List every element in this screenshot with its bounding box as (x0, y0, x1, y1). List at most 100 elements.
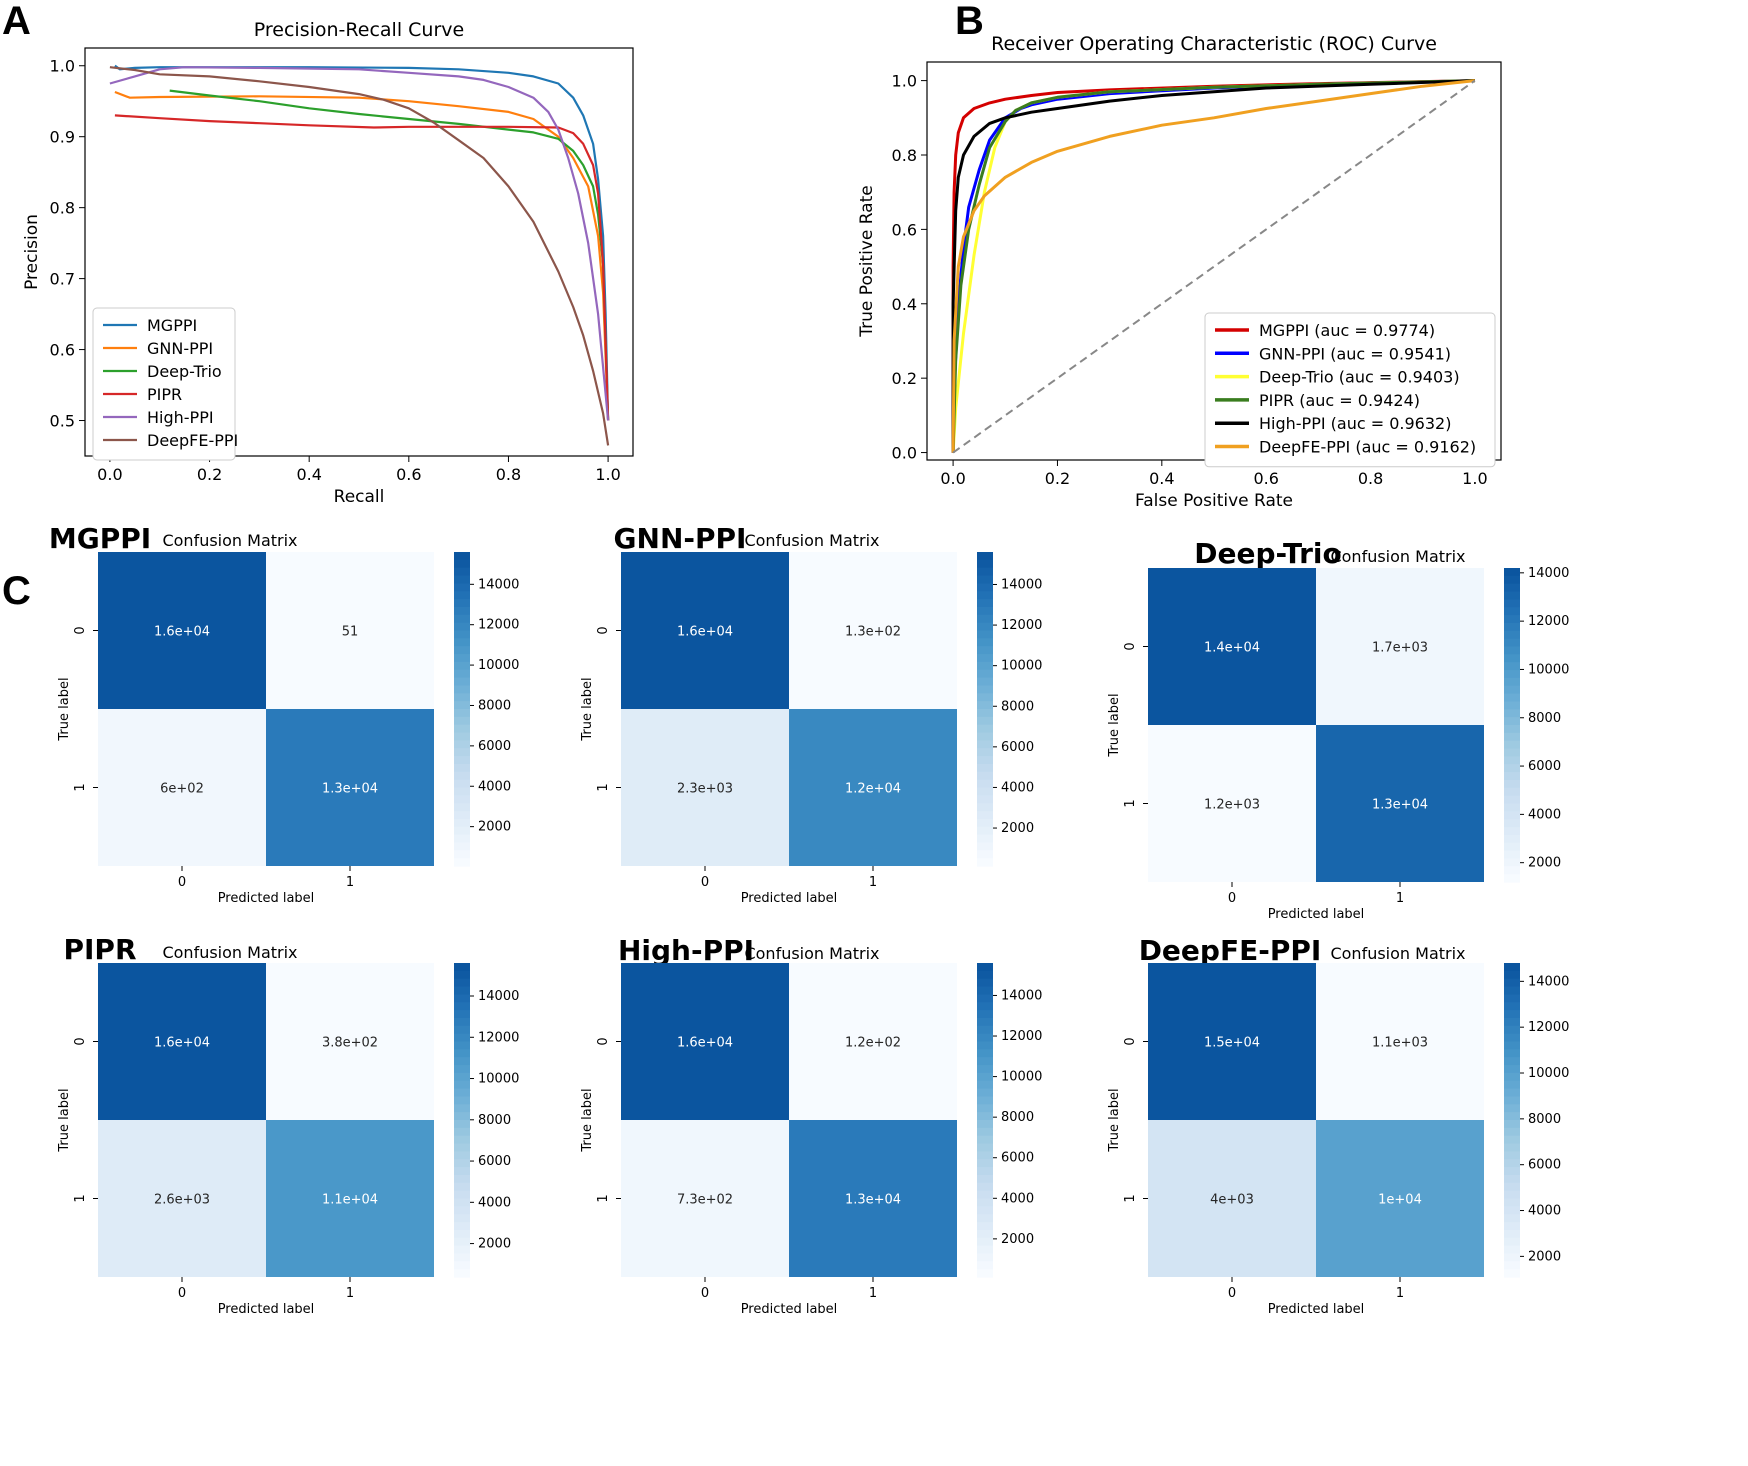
cell-value: 3.8e+02 (322, 1036, 378, 1051)
colorbar-segment (454, 1080, 470, 1090)
colorbar-segment (977, 1096, 993, 1105)
matrix-cell (266, 709, 434, 866)
legend-label: GNN-PPI (auc = 0.9541) (1259, 344, 1451, 363)
colorbar-segment (977, 1065, 993, 1074)
colorbar-segment (977, 850, 993, 859)
colorbar-segment (977, 842, 993, 851)
confusion-matrix-grid: MGPPI Confusion Matrix 1.6e+04 51 6e+02 1.3e+… (49, 522, 1570, 1317)
colorbar-tick-label: 8000 (1528, 711, 1561, 726)
legend-label: GNN-PPI (147, 339, 213, 358)
colorbar-segment (454, 1025, 470, 1035)
matrix-cell (789, 1120, 957, 1277)
colorbar-segment (1504, 591, 1520, 600)
y-tick-label: 0 (596, 626, 611, 634)
matrix-title: Confusion Matrix (744, 944, 879, 963)
colorbar-segment (977, 1072, 993, 1082)
colorbar-segment (454, 567, 470, 577)
x-tick-label: 0.4 (296, 465, 321, 484)
colorbar-tick-label: 8000 (1001, 1110, 1034, 1125)
colorbar-segment (1504, 1190, 1520, 1200)
colorbar-segment (454, 986, 470, 995)
colorbar-segment (454, 1127, 470, 1137)
colorbar-segment (977, 693, 993, 702)
colorbar-segment (977, 606, 993, 616)
colorbar-segment (977, 638, 993, 647)
roc-curve-chart: 0.0 0.2 0.4 0.6 0.8 1.0 0.0 0.2 0.4 0.6 0.8 1.0 Rece… (857, 33, 1502, 511)
colorbar-segment (454, 1206, 470, 1215)
colorbar-tick-label: 12000 (478, 618, 519, 633)
colorbar-segment (977, 1041, 993, 1050)
x-tick-label: 0 (1228, 891, 1236, 906)
colorbar-segment (454, 978, 470, 988)
colorbar-segment (977, 1190, 993, 1200)
legend-label: DeepFE-PPI (147, 431, 238, 450)
colorbar-segment (977, 763, 993, 773)
colorbar-segment (1504, 575, 1520, 585)
colorbar-segment (454, 1010, 470, 1019)
colorbar-segment (1504, 1174, 1520, 1184)
colorbar-segment (1504, 638, 1520, 648)
colorbar-segment (977, 1261, 993, 1270)
colorbar-tick-label: 4000 (478, 779, 511, 794)
y-axis-label: True label (1107, 1088, 1122, 1152)
colorbar-segment (1504, 1025, 1520, 1035)
colorbar-segment (454, 677, 470, 687)
x-tick-label: 0.8 (496, 465, 521, 484)
colorbar-segment (977, 811, 993, 820)
colorbar-segment (454, 850, 470, 859)
colorbar-segment (1504, 709, 1520, 718)
x-tick-label: 1 (346, 875, 354, 890)
matrix-cell (266, 963, 434, 1120)
colorbar-segment (1504, 1112, 1520, 1121)
x-tick-label: 0.0 (97, 465, 122, 484)
matrix-cell (1148, 1120, 1316, 1277)
legend-label: DeepFE-PPI (auc = 0.9162) (1259, 438, 1476, 457)
y-axis-label: True label (57, 1088, 72, 1152)
series-line (951, 79, 1475, 453)
colorbar-segment (977, 994, 993, 1003)
y-tick-label: 1 (1123, 799, 1138, 807)
colorbar-tick-label: 8000 (478, 1113, 511, 1128)
colorbar-segment (1504, 1065, 1520, 1074)
colorbar-segment (454, 1017, 470, 1027)
panel-letter-c: C (2, 569, 31, 613)
colorbar-segment (1504, 970, 1520, 980)
matrix-cell (98, 709, 266, 866)
colorbar-segment (454, 1072, 470, 1082)
x-tick-label: 0.8 (1358, 469, 1383, 488)
legend-label: MGPPI (auc = 0.9774) (1259, 321, 1435, 340)
series-line (109, 66, 610, 446)
confusion-matrix-mgppi: MGPPI Confusion Matrix 1.6e+04 51 6e+02 1.3e+… (49, 522, 520, 906)
colorbar-segment (454, 622, 470, 632)
colorbar-segment (1504, 819, 1520, 828)
colorbar-tick-label: 12000 (1528, 1020, 1569, 1035)
matrix-cell (266, 1120, 434, 1277)
colorbar-segment (977, 1010, 993, 1019)
confusion-matrix-deepfe-ppi: DeepFE-PPI Confusion Matrix 1.5e+04 1.1e+03… (1107, 934, 1569, 1317)
colorbar-segment (1504, 772, 1520, 781)
colorbar-segment (977, 716, 993, 726)
x-tick-label: 1.0 (595, 465, 620, 484)
colorbar-segment (1504, 1143, 1520, 1152)
colorbar-segment (454, 1269, 470, 1278)
colorbar-segment (454, 1151, 470, 1160)
colorbar-segment (454, 779, 470, 789)
colorbar-segment (977, 1245, 993, 1255)
legend-label: High-PPI (auc = 0.9632) (1259, 414, 1451, 433)
colorbar-tick-label: 12000 (1528, 614, 1569, 629)
x-tick-label: 1 (1396, 891, 1404, 906)
colorbar-segment (977, 818, 993, 828)
matrix-title: Confusion Matrix (162, 943, 297, 962)
colorbar-segment (977, 1253, 993, 1262)
colorbar-segment (977, 1120, 993, 1129)
colorbar-tick-label: 6000 (1528, 1158, 1561, 1173)
colorbar-tick-label: 4000 (1528, 1204, 1561, 1219)
colorbar-segment (1504, 963, 1520, 972)
colorbar-segment (454, 970, 470, 980)
colorbar-segment (454, 646, 470, 655)
x-tick-label: 1 (1396, 1286, 1404, 1301)
x-tick-label: 0.4 (1149, 469, 1174, 488)
colorbar-tick-label: 8000 (478, 698, 511, 713)
colorbar-segment (1504, 1245, 1520, 1255)
